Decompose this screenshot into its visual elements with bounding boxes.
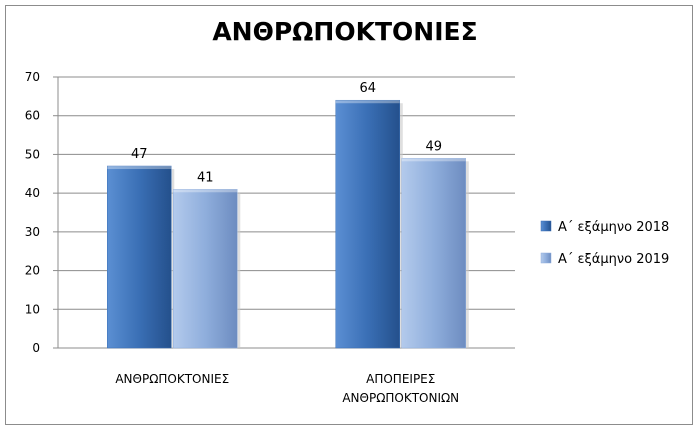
bar	[401, 158, 466, 349]
y-tick-label: 60	[25, 109, 40, 123]
y-tick-label: 10	[25, 302, 40, 316]
x-tick-label: ΑΝΘΡΩΠΟΚΤΟΝΙΩΝ	[342, 391, 459, 405]
y-tick-label: 20	[25, 264, 40, 278]
y-tick-label: 70	[25, 70, 40, 84]
y-tick-label: 40	[25, 186, 40, 200]
bar	[173, 189, 238, 349]
data-label: 64	[359, 81, 376, 96]
x-tick-label: ΑΝΘΡΩΠΟΚΤΟΝΙΕΣ	[115, 372, 229, 386]
bar	[335, 99, 400, 349]
data-label: 41	[197, 170, 214, 185]
legend-label: Α΄ εξάμηνο 2019	[558, 252, 669, 267]
y-tick-label: 0	[32, 341, 40, 355]
y-tick-label: 30	[25, 225, 40, 239]
legend-swatch	[540, 220, 552, 232]
bar-highlight	[107, 166, 172, 170]
bar-highlight	[401, 158, 466, 162]
legend-label: Α΄ εξάμηνο 2018	[558, 220, 669, 235]
x-tick-label: ΑΠΟΠΕΙΡΕΣ	[366, 372, 435, 386]
data-label: 47	[131, 147, 148, 162]
bar	[107, 165, 172, 349]
y-tick-label: 50	[25, 147, 40, 161]
chart-title: ΑΝΘΡΩΠΟΚΤΟΝΙΕΣ	[212, 17, 478, 46]
data-label: 49	[425, 139, 442, 154]
bar-highlight	[173, 189, 238, 193]
bar-highlight	[335, 100, 400, 104]
legend-swatch	[540, 252, 552, 264]
